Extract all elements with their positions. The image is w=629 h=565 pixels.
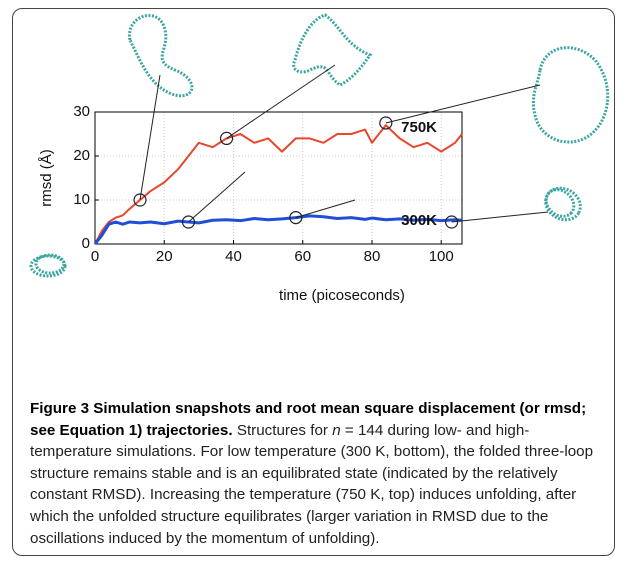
snapshot-marker xyxy=(445,215,459,229)
connector xyxy=(295,199,356,219)
snapshot-marker xyxy=(289,211,303,225)
connector xyxy=(188,171,246,223)
structure xyxy=(34,253,66,275)
figure-frame xyxy=(12,8,615,556)
structure xyxy=(531,46,610,144)
caption-text: n xyxy=(332,421,341,439)
y-tick-label: 0 xyxy=(82,235,90,252)
structure xyxy=(544,188,576,218)
series-label: 300K xyxy=(401,212,437,229)
data-line xyxy=(93,214,463,245)
series-label: 750K xyxy=(401,119,437,136)
snapshot-marker xyxy=(133,193,147,207)
connector xyxy=(226,64,336,139)
x-tick-label: 80 xyxy=(364,248,381,265)
data-line xyxy=(94,124,463,245)
y-tick-label: 10 xyxy=(73,191,90,208)
caption-text: = 144 during low- and high-temperature s… xyxy=(30,421,594,547)
structure xyxy=(29,254,67,278)
x-tick-label: 100 xyxy=(429,248,454,265)
x-axis-label: time (picoseconds) xyxy=(279,287,405,304)
x-tick-label: 0 xyxy=(91,248,99,265)
snapshot-marker xyxy=(379,116,393,130)
chart: time (picoseconds) rmsd (Å) 0 20 40 60 80 100… xyxy=(29,13,610,304)
x-tick-label: 40 xyxy=(225,248,242,265)
structure xyxy=(128,14,194,98)
connector xyxy=(139,74,161,201)
caption-title: Figure 3 Simulation snapshots and root m… xyxy=(30,400,587,439)
connector xyxy=(451,211,549,223)
x-tick-label: 60 xyxy=(294,248,311,265)
snapshot-marker xyxy=(181,215,196,229)
connector xyxy=(385,84,541,124)
y-tick-label: 20 xyxy=(73,147,90,164)
caption: Figure 3 Simulation snapshots and root m… xyxy=(30,398,610,549)
y-axis-label: rmsd (Å) xyxy=(38,149,55,207)
y-tick-label: 30 xyxy=(73,103,90,120)
plot-frame xyxy=(94,111,463,245)
x-tick-label: 20 xyxy=(156,248,173,265)
structure xyxy=(544,186,582,222)
snapshot-marker xyxy=(219,131,234,145)
caption-text: Structures for xyxy=(236,421,333,439)
structure xyxy=(292,13,373,87)
